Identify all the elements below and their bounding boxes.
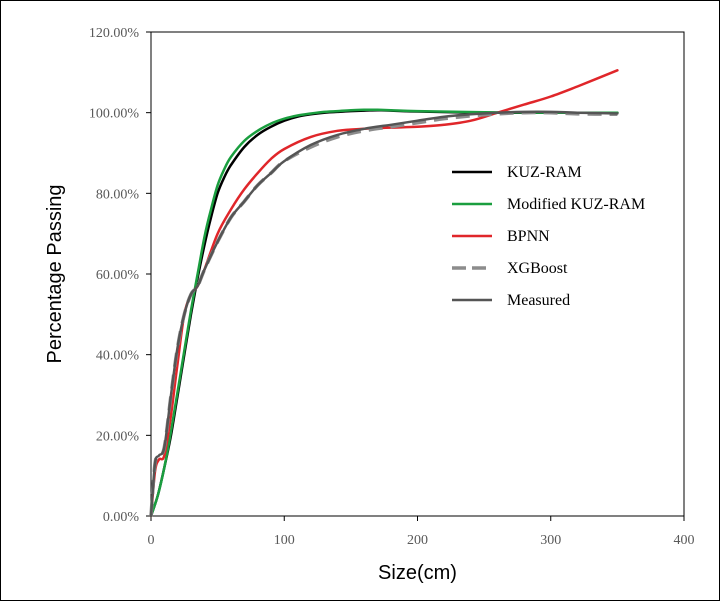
y-axis-title: Percentage Passing	[44, 184, 66, 363]
y-tick-label: 120.00%	[89, 26, 140, 41]
legend-label-measured: Measured	[507, 292, 570, 309]
y-tick-label: 0.00%	[103, 510, 140, 525]
x-tick-label: 0	[148, 533, 155, 548]
x-axis-title: Size(cm)	[378, 562, 457, 584]
x-tick-label: 300	[540, 533, 561, 548]
legend-label-xgboost: XGBoost	[507, 260, 568, 277]
y-tick-label: 80.00%	[96, 187, 140, 202]
plot-area-border	[151, 32, 684, 516]
x-tick-label: 200	[407, 533, 428, 548]
y-tick-label: 60.00%	[96, 268, 140, 283]
y-tick-label: 20.00%	[96, 429, 140, 444]
x-tick-label: 100	[274, 533, 295, 548]
legend-label-bpnn: BPNN	[507, 228, 550, 245]
legend-label-modified-kuz-ram: Modified KUZ-RAM	[507, 196, 645, 213]
x-tick-label: 400	[674, 533, 695, 548]
legend-label-kuz-ram: KUZ-RAM	[507, 164, 582, 181]
y-tick-label: 40.00%	[96, 349, 140, 364]
y-tick-label: 100.00%	[89, 107, 140, 122]
